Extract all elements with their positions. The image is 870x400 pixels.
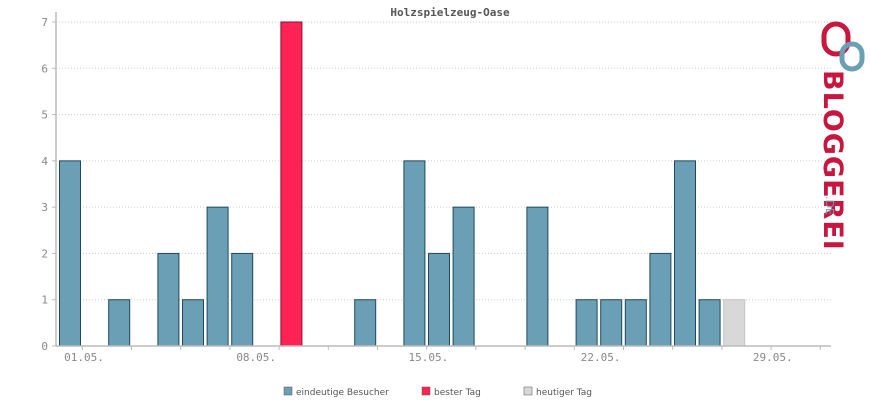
bar — [674, 160, 696, 347]
bloggerei-logo: BLOGGEREI .DE — [817, 21, 865, 251]
gridlines — [56, 21, 831, 301]
y-tick-label: 4 — [41, 155, 48, 168]
bar — [231, 252, 254, 347]
bar-best-day — [280, 21, 303, 347]
bar — [157, 252, 180, 347]
y-tick-label: 6 — [41, 62, 48, 75]
bar — [403, 160, 426, 347]
x-tick-label: 01.05. — [64, 351, 104, 364]
logo-icon — [821, 21, 865, 72]
bar — [452, 206, 475, 347]
bar — [108, 299, 131, 347]
legend-item: heutiger Tag — [523, 386, 592, 398]
legend-item: eindeutige Besucher — [283, 386, 389, 398]
legend-label: bester Tag — [434, 388, 481, 398]
bar — [182, 299, 204, 347]
logo-wordmark: BLOGGEREI — [817, 70, 848, 251]
legend: eindeutige Besucher bester Tag heutiger Ta… — [283, 386, 592, 398]
logo-suffix: .DE — [823, 196, 836, 215]
y-axis-ticks: 0 1 2 3 4 5 6 7 — [41, 16, 56, 353]
bar — [575, 299, 598, 347]
y-tick-label: 7 — [41, 16, 48, 29]
x-tick-label: 22.05. — [581, 351, 621, 364]
y-tick-label: 3 — [41, 201, 48, 214]
bar — [624, 299, 647, 347]
y-tick-label: 1 — [41, 294, 48, 307]
bar — [428, 252, 450, 347]
bar-today — [723, 299, 746, 347]
x-tick-label: 08.05. — [236, 351, 276, 364]
x-tick-label: 15.05. — [409, 351, 449, 364]
legend-label: heutiger Tag — [536, 388, 592, 398]
x-tick-label: 29.05. — [753, 351, 793, 364]
legend-item: bester Tag — [421, 386, 481, 398]
y-tick-label: 2 — [41, 247, 48, 260]
bars — [59, 21, 746, 347]
legend-swatch — [421, 386, 431, 396]
legend-label: eindeutige Besucher — [296, 388, 389, 398]
bar — [59, 160, 81, 347]
bar — [526, 206, 549, 347]
bar — [649, 252, 672, 347]
legend-swatch — [523, 386, 533, 396]
legend-swatch — [283, 386, 293, 396]
bar — [698, 299, 721, 347]
x-axis-ticks: 01.05. 08.05. 15.05. 22.05. 29.05. — [64, 346, 821, 364]
bar — [206, 206, 229, 347]
bar — [600, 299, 623, 347]
bar — [354, 299, 377, 347]
chart-title: Holzspielzeug-Oase — [390, 6, 510, 19]
y-tick-label: 5 — [41, 109, 48, 122]
y-tick-label: 0 — [41, 340, 48, 353]
